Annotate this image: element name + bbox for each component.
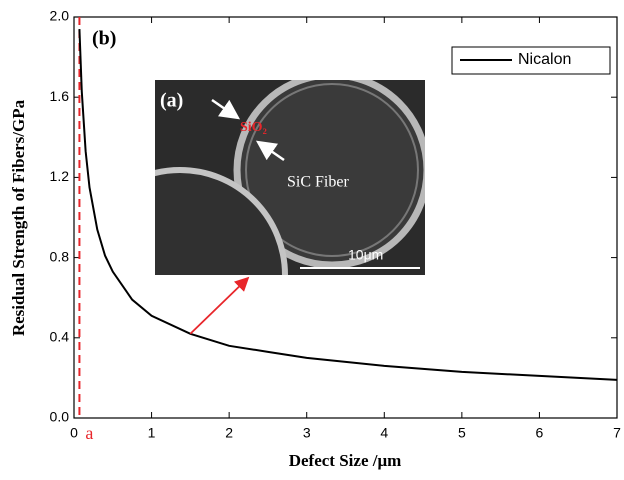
x-tick-label: 1 — [148, 425, 156, 441]
legend-label: Nicalon — [518, 51, 571, 68]
marker-label: a — [85, 423, 93, 443]
fiber-circle — [155, 167, 288, 275]
fiber-label: SiC Fiber — [287, 174, 349, 191]
scale-label: 10μm — [348, 247, 383, 263]
y-tick-label: 0.8 — [50, 248, 70, 264]
x-tick-label: 7 — [613, 425, 621, 441]
y-axis-label: Residual Strength of Fibers/GPa — [9, 99, 28, 336]
fiber-inner — [245, 83, 419, 257]
y-tick-label: 0.4 — [50, 329, 70, 345]
x-axis-label: Defect Size /μm — [289, 451, 402, 470]
y-tick-label: 2.0 — [50, 8, 70, 24]
y-tick-label: 1.2 — [50, 168, 70, 184]
y-tick-label: 0.0 — [50, 409, 70, 425]
inset-image: (a) SiO₂ SiC Fiber 10μm — [155, 80, 425, 275]
x-tick-label: 2 — [225, 425, 233, 441]
y-tick-label: 1.6 — [50, 88, 70, 104]
panel-label: (b) — [92, 28, 116, 50]
x-tick-label: 5 — [458, 425, 466, 441]
inset-label: (a) — [160, 90, 183, 112]
x-tick-label: 4 — [380, 425, 388, 441]
arrow — [211, 98, 241, 120]
line-series — [78, 28, 618, 381]
annotation-arrow — [189, 276, 250, 335]
arrow — [255, 140, 285, 162]
x-tick-label: 3 — [303, 425, 311, 441]
fiber-circle — [233, 80, 425, 269]
plot-frame — [73, 16, 618, 419]
x-tick-label: 6 — [536, 425, 544, 441]
layer-label: SiO₂ — [240, 120, 267, 135]
x-tick-label: 0 — [70, 425, 78, 441]
